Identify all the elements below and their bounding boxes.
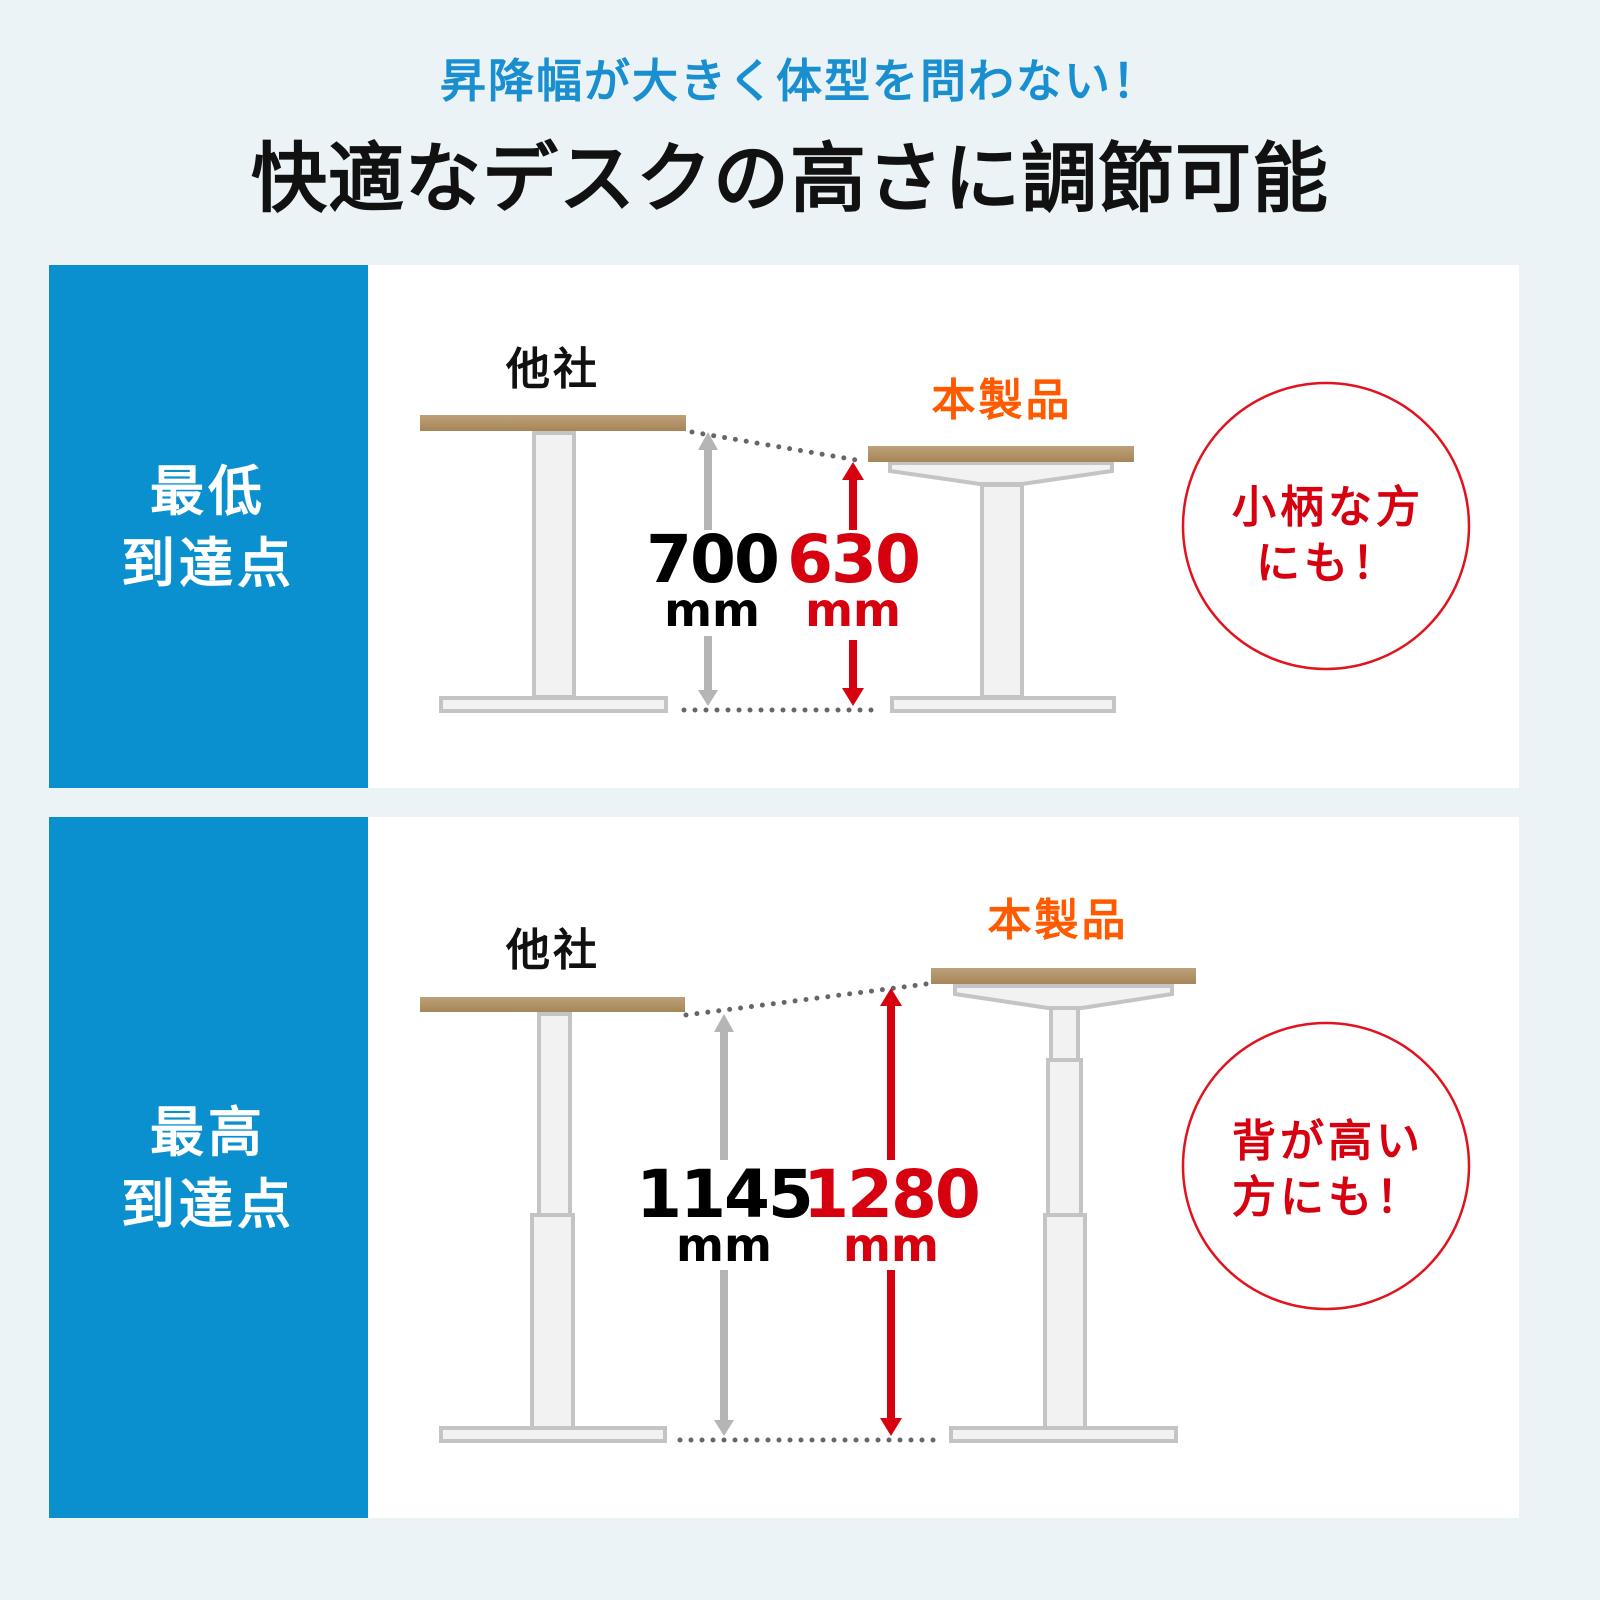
competitor-height: 1145 mm bbox=[636, 1156, 814, 1272]
side-label-line2: 到達点 bbox=[121, 532, 295, 595]
competitor-label: 他社 bbox=[506, 925, 600, 976]
unit: mm bbox=[664, 583, 760, 637]
side-label-highest bbox=[49, 817, 368, 1518]
product-base bbox=[949, 1426, 1178, 1443]
product-base bbox=[890, 696, 1116, 713]
note-line2: 方にも！ bbox=[1232, 1172, 1424, 1223]
side-label: 最低 到達点 bbox=[121, 456, 295, 600]
side-label-line1: 最高 bbox=[150, 1101, 266, 1164]
subtitle: 昇降幅が大きく体型を問わない！ bbox=[440, 54, 1160, 108]
unit: mm bbox=[843, 1218, 939, 1272]
competitor-base bbox=[439, 1426, 667, 1443]
competitor-leg-upper bbox=[537, 1012, 572, 1217]
competitor-height: 700 mm bbox=[646, 521, 780, 637]
note-line1: 背が高い bbox=[1232, 1116, 1424, 1167]
side-label-lowest bbox=[49, 265, 368, 788]
competitor-value: 1145 bbox=[636, 1156, 814, 1233]
product-leg-top bbox=[1049, 1006, 1080, 1062]
product-value: 1280 bbox=[803, 1156, 981, 1233]
side-label-line1: 最低 bbox=[150, 460, 266, 523]
unit: mm bbox=[805, 583, 901, 637]
product-desk-top bbox=[931, 968, 1196, 984]
note-line2: にも！ bbox=[1256, 538, 1400, 589]
product-height: 1280 mm bbox=[803, 1156, 981, 1272]
product-bracket bbox=[888, 461, 1114, 486]
competitor-leg bbox=[532, 431, 576, 699]
competitor-desk-top bbox=[420, 997, 685, 1012]
competitor-base bbox=[439, 696, 668, 713]
competitor-value: 700 bbox=[646, 521, 780, 598]
competitor-label: 他社 bbox=[506, 344, 600, 395]
note-text: 小柄な方 にも！ bbox=[1232, 480, 1424, 592]
competitor-desk-top bbox=[420, 415, 686, 431]
product-leg bbox=[980, 483, 1024, 699]
competitor-leg-lower bbox=[530, 1213, 575, 1430]
note-text: 背が高い 方にも！ bbox=[1232, 1114, 1424, 1226]
note-circle bbox=[1181, 381, 1471, 671]
unit: mm bbox=[676, 1218, 772, 1272]
note-line1: 小柄な方 bbox=[1232, 482, 1424, 533]
product-value: 630 bbox=[787, 521, 921, 598]
product-leg-mid bbox=[1046, 1058, 1083, 1217]
top-guide-line bbox=[689, 429, 865, 464]
product-desk-top bbox=[868, 446, 1134, 462]
side-label: 最高 到達点 bbox=[121, 1097, 295, 1241]
product-leg-lower bbox=[1043, 1213, 1087, 1430]
product-label: 本製品 bbox=[987, 895, 1129, 946]
product-bracket bbox=[953, 984, 1174, 1010]
product-height: 630 mm bbox=[787, 521, 921, 637]
side-label-line2: 到達点 bbox=[121, 1173, 295, 1236]
top-guide-line bbox=[683, 980, 937, 1018]
product-label: 本製品 bbox=[931, 375, 1073, 426]
note-circle bbox=[1181, 1021, 1471, 1311]
page-title: 快適なデスクの高さに調節可能 bbox=[251, 134, 1329, 223]
